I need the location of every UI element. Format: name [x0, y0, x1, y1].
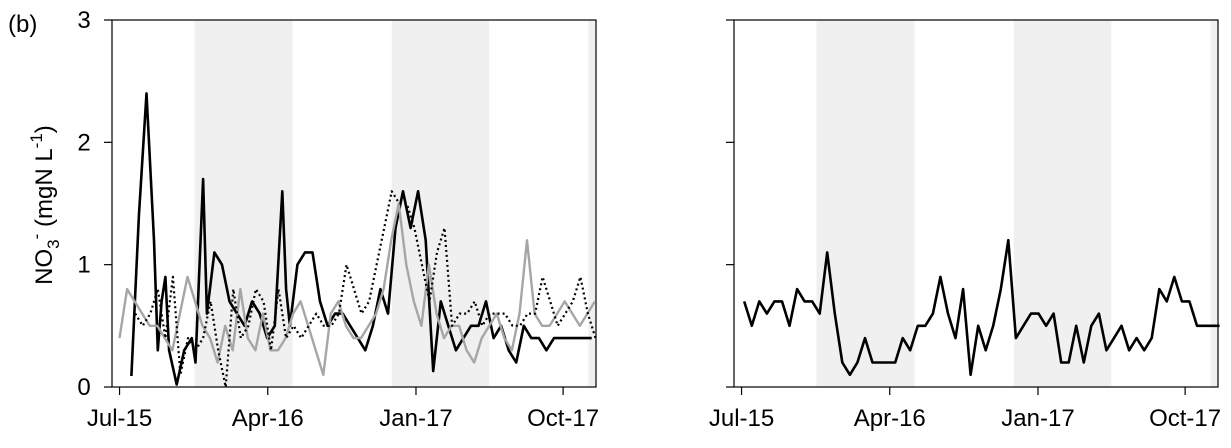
shaded-period-3 [588, 20, 596, 387]
ylabel-sub: 3 [44, 239, 63, 248]
shaded-period-1 [194, 20, 293, 387]
x-tick-label: Apr-16 [232, 405, 304, 432]
series-line-1 [742, 238, 1220, 377]
x-tick-label: Jul-15 [87, 405, 152, 432]
panel-label: (b) [8, 11, 37, 38]
y-tick-label: 0 [77, 374, 90, 401]
ylabel-sup: - [27, 234, 46, 240]
right-panel: Jul-15 Apr-16 Jan-17 Oct-17 [709, 19, 1221, 432]
x-tick-label: Oct-17 [1149, 405, 1221, 432]
plot-frame [733, 19, 1219, 388]
left-panel: 0 1 2 3 Jul-15 Apr-16 Jan-17 Oct-17 [77, 7, 599, 432]
plot-frame [111, 19, 597, 388]
x-tick-label: Jul-15 [709, 405, 774, 432]
y-tick-label: 3 [77, 7, 90, 34]
shaded-period-2 [1013, 20, 1112, 387]
ylabel-base: NO [31, 249, 58, 285]
shaded-period-3 [1210, 20, 1218, 387]
ylabel-rest: (mgN L [31, 148, 58, 233]
y-tick-label: 2 [77, 129, 90, 156]
series-line-2 [118, 202, 596, 376]
ylabel-unit-sup: -1 [27, 133, 46, 148]
shaded-period-1 [816, 20, 915, 387]
series-line-3 [134, 190, 597, 389]
x-tick-label: Jan-17 [379, 405, 452, 432]
ylabel-close: ) [31, 125, 58, 133]
x-tick-label: Apr-16 [854, 405, 926, 432]
y-axis-label: NO3- (mgN L-1) [27, 125, 63, 285]
series-line-1 [130, 92, 592, 386]
x-tick-label: Oct-17 [527, 405, 599, 432]
x-tick-label: Jan-17 [1001, 405, 1074, 432]
y-tick-label: 1 [77, 252, 90, 279]
